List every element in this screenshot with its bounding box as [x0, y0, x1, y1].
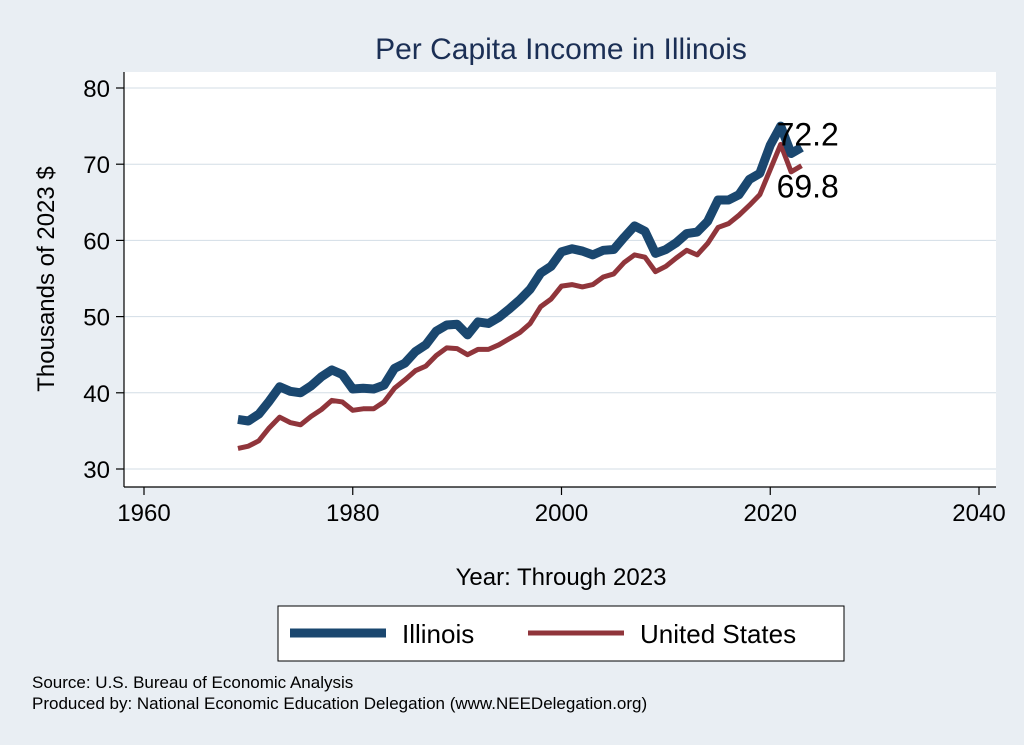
end-label-illinois: 72.2: [777, 116, 839, 152]
legend-label-illinois: Illinois: [402, 619, 474, 649]
legend: Illinois United States: [277, 605, 845, 662]
x-tick-label-2040: 2040: [952, 500, 1005, 527]
y-axis-ticks: 30 40 50 60 70 80: [83, 76, 124, 484]
y-tick-label-40: 40: [83, 381, 110, 408]
y-tick-label-60: 60: [83, 228, 110, 255]
y-tick-label-80: 80: [83, 76, 110, 103]
source-note: Source: U.S. Bureau of Economic Analysis: [32, 673, 353, 692]
end-label-united-states: 69.8: [777, 169, 839, 205]
x-axis-ticks: 1960 1980 2000 2020 2040: [117, 487, 1006, 527]
x-tick-label-2020: 2020: [744, 500, 797, 527]
x-tick-label-1960: 1960: [117, 500, 170, 527]
series-line-united-states: [237, 141, 803, 451]
series-line-illinois: [237, 121, 804, 426]
y-tick-label-70: 70: [83, 152, 110, 179]
chart-title: Per Capita Income in Illinois: [375, 33, 747, 66]
x-tick-label-2000: 2000: [535, 500, 588, 527]
gridlines: [124, 87, 996, 470]
y-tick-label-50: 50: [83, 305, 110, 332]
legend-label-united-states: United States: [640, 619, 796, 649]
y-tick-label-30: 30: [83, 457, 110, 484]
plot-area: [124, 72, 996, 487]
y-axis-title: Thousands of 2023 $: [33, 166, 60, 392]
x-axis-title: Year: Through 2023: [456, 564, 667, 591]
series-layer: [237, 121, 804, 451]
produced-note: Produced by: National Economic Education…: [32, 694, 647, 713]
x-tick-label-1980: 1980: [326, 500, 379, 527]
